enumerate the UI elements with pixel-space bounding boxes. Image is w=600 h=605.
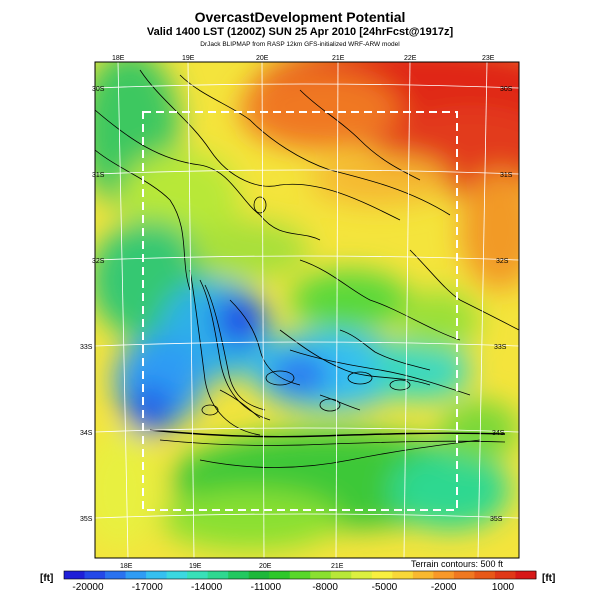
colorbar-tick-label: -14000	[191, 582, 223, 593]
lat-label: 31S	[92, 172, 105, 179]
lat-label: 34S	[492, 430, 505, 437]
colorbar-swatch	[453, 571, 475, 579]
colorbar-swatch	[515, 571, 537, 579]
lon-label: 18E	[112, 55, 125, 62]
colorbar-swatch	[207, 571, 229, 579]
colorbar-swatch	[351, 571, 373, 579]
lon-label: 21E	[332, 55, 345, 62]
lat-label: 33S	[80, 344, 93, 351]
colorbar-swatch	[125, 571, 147, 579]
terrain-contours	[95, 69, 519, 468]
colorbar-swatch	[371, 571, 393, 579]
colorbar-swatch	[228, 571, 250, 579]
colorbar-swatch	[64, 571, 86, 579]
colorbar-swatch	[433, 571, 455, 579]
lon-label: 20E	[256, 55, 269, 62]
colorbar-swatch	[494, 571, 516, 579]
colorbar	[63, 570, 537, 580]
lat-label: 30S	[92, 86, 105, 93]
inner-domain-box	[142, 111, 458, 511]
lon-label: 19E	[189, 563, 202, 570]
colorbar-tick-label: -20000	[72, 582, 104, 593]
colorbar-swatch	[289, 571, 311, 579]
lat-label: 35S	[80, 516, 93, 523]
lat-label: 31S	[500, 172, 513, 179]
lon-label: 23E	[482, 55, 495, 62]
lon-label: 21E	[331, 563, 344, 570]
colorbar-tick-label: -5000	[372, 582, 398, 593]
units-label-left: [ft]	[40, 573, 54, 584]
overcast-field	[95, 62, 519, 558]
lon-label: 19E	[182, 55, 195, 62]
colorbar-tick-label: -2000	[431, 582, 457, 593]
map-title: OvercastDevelopment Potential	[194, 9, 406, 25]
map-credit: DrJack BLIPMAP from RASP 12km GFS-initia…	[200, 41, 400, 48]
map-subtitle: Valid 1400 LST (1200Z) SUN 25 Apr 2010 […	[146, 26, 454, 38]
colorbar-swatch	[412, 571, 434, 579]
colorbar-swatch	[84, 571, 106, 579]
colorbar-swatch	[166, 571, 188, 579]
lon-labels-top: 18E 19E 20E 21E 22E 23E	[112, 55, 495, 62]
lat-label: 34S	[80, 430, 93, 437]
lon-label: 18E	[120, 563, 133, 570]
colorbar-tick-label: 1000	[492, 582, 515, 593]
colorbar-tick-label: -17000	[132, 582, 164, 593]
lat-label: 30S	[500, 86, 513, 93]
lon-labels-bottom: 18E 19E 20E 21E	[120, 563, 344, 570]
colorbar-frame	[63, 570, 537, 580]
colorbar-ticks: -20000 -17000 -14000 -11000 -8000 -5000 -2000 1…	[72, 582, 514, 593]
colorbar-tick-label: -11000	[251, 582, 282, 593]
lat-labels-right: 30S 31S 32S 33S 34S 35S	[490, 86, 513, 523]
contour-note: Terrain contours: 500 ft	[410, 559, 503, 569]
colorbar-swatch	[105, 571, 127, 579]
colorbar-swatch	[187, 571, 209, 579]
lat-labels-left: 30S 31S 32S 33S 34S 35S	[80, 86, 105, 523]
lon-label: 20E	[259, 563, 272, 570]
lat-lon-grid	[95, 62, 519, 558]
colorbar-swatch	[310, 571, 332, 579]
lat-label: 35S	[490, 516, 503, 523]
lat-label: 32S	[496, 258, 509, 265]
colorbar-swatch	[392, 571, 414, 579]
lat-label: 32S	[92, 258, 105, 265]
colorbar-swatch	[330, 571, 352, 579]
lon-label: 22E	[404, 55, 417, 62]
colorbar-swatch	[248, 571, 270, 579]
colorbar-swatch	[474, 571, 496, 579]
colorbar-swatch	[146, 571, 168, 579]
colorbar-tick-label: -8000	[312, 582, 338, 593]
units-label-right: [ft]	[542, 573, 556, 584]
colorbar-swatch	[269, 571, 291, 579]
map-frame	[94, 61, 520, 559]
lat-label: 33S	[494, 344, 507, 351]
